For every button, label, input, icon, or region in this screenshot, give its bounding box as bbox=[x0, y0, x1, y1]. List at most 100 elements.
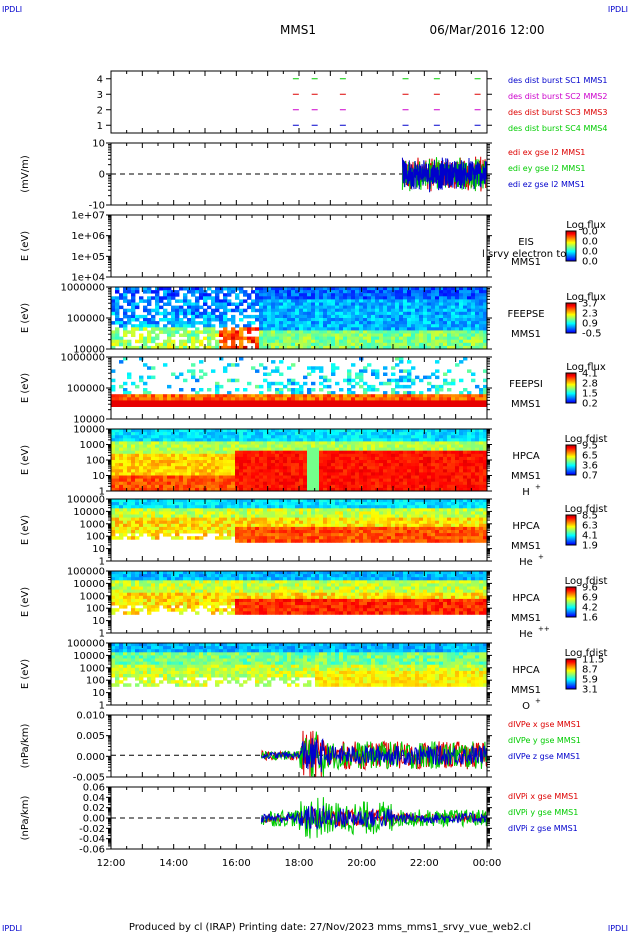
feepse-cell bbox=[243, 324, 248, 328]
feepse-cell bbox=[287, 305, 292, 310]
feepse-cell bbox=[303, 293, 308, 297]
feepse-cell bbox=[367, 314, 372, 319]
feepsi-cell bbox=[239, 394, 244, 398]
feepse-cell bbox=[447, 308, 452, 313]
hpca_h-cell bbox=[211, 475, 216, 479]
hpca_h-cell bbox=[275, 438, 280, 442]
hpca_h-cell bbox=[131, 466, 136, 470]
feepse-cell bbox=[263, 293, 268, 297]
hpca_h-cell bbox=[471, 466, 476, 470]
hpca_h-cell bbox=[323, 429, 328, 433]
hpca_h-cell bbox=[131, 487, 136, 492]
hpca_h-cell bbox=[435, 435, 440, 439]
feepse-cell bbox=[403, 339, 408, 344]
hpca_h-cell bbox=[115, 444, 120, 448]
feepse-cell bbox=[263, 287, 268, 291]
hpca_h-cell bbox=[427, 487, 432, 492]
hpca_h-cell bbox=[163, 453, 168, 458]
hpca_h-cell bbox=[311, 456, 316, 461]
hpca_h-colorbar-cell bbox=[566, 469, 576, 471]
feepse-cell bbox=[127, 314, 132, 319]
feepse-cell bbox=[471, 296, 476, 300]
feepse-cell bbox=[395, 333, 400, 337]
feepsi-cell bbox=[283, 397, 288, 401]
feepsi-cell bbox=[135, 384, 140, 389]
hpca_h-cell bbox=[255, 484, 260, 489]
hpca_h-cell bbox=[271, 472, 276, 476]
feepse-cell bbox=[203, 321, 208, 325]
hpca_h-cell bbox=[139, 478, 144, 483]
feepse-cell bbox=[339, 333, 344, 337]
feepse-cell bbox=[343, 299, 348, 303]
hpca_h-cell bbox=[207, 463, 212, 467]
feepse-cell bbox=[387, 299, 392, 303]
feepsi-cell bbox=[467, 400, 472, 404]
eis-colorbar-cell bbox=[566, 235, 576, 237]
feepsi-cell bbox=[471, 372, 476, 376]
feepse-cell bbox=[463, 339, 468, 344]
feepse-cell bbox=[227, 287, 232, 291]
feepsi-cell bbox=[379, 381, 384, 386]
feepsi-cell bbox=[475, 384, 480, 389]
feepse-cell bbox=[395, 318, 400, 322]
feepse-cell bbox=[279, 321, 284, 325]
feepsi-colorbar-cell bbox=[566, 385, 576, 387]
hpca_h-cell bbox=[323, 466, 328, 470]
feepse-cell bbox=[419, 327, 424, 331]
feepsi-cell bbox=[459, 394, 464, 398]
feepsi-cell bbox=[483, 403, 488, 407]
feepsi-cell bbox=[279, 397, 284, 401]
feepse-cell bbox=[483, 293, 488, 297]
feepse-cell bbox=[451, 305, 456, 310]
feepse-cell bbox=[407, 321, 412, 325]
feepsi-cell bbox=[263, 378, 268, 383]
hpca_h-cell bbox=[255, 469, 260, 473]
hpca_h-cell bbox=[267, 463, 272, 467]
feepsi-cell bbox=[211, 400, 216, 404]
feepsi-cell bbox=[339, 397, 344, 401]
hpca_h-cell bbox=[391, 460, 396, 464]
feepse-cell bbox=[443, 311, 448, 316]
feepse-cell bbox=[303, 339, 308, 344]
feepse-cell bbox=[371, 290, 376, 294]
feepse-cell bbox=[291, 311, 296, 316]
hpca_he1-cell bbox=[111, 499, 116, 503]
hpca_h-cell bbox=[215, 450, 220, 455]
feepse-cell bbox=[135, 339, 140, 344]
feepse-cell bbox=[279, 296, 284, 300]
hpca_h-cell bbox=[443, 456, 448, 461]
feepse-cell bbox=[215, 296, 220, 300]
feepse-cell bbox=[315, 342, 320, 347]
eis-colorbar-cell bbox=[566, 251, 576, 253]
hpca_h-cell bbox=[323, 444, 328, 448]
hpca_h-cell bbox=[131, 429, 136, 433]
hpca_h-cell bbox=[231, 478, 236, 483]
hpca_h-cell bbox=[371, 484, 376, 489]
hpca_h-cell bbox=[247, 432, 252, 436]
hpca_h-cell bbox=[267, 429, 272, 433]
feepsi-cell bbox=[331, 369, 336, 373]
hpca_h-cell bbox=[219, 469, 224, 473]
feepse-cell bbox=[363, 318, 368, 322]
feepse-cell bbox=[375, 336, 380, 341]
hpca_h-cell bbox=[339, 444, 344, 448]
hpca_h-cell bbox=[231, 469, 236, 473]
hpca_h-cell bbox=[259, 456, 264, 461]
hpca_h-cell bbox=[343, 487, 348, 492]
hpca_h-cell bbox=[271, 450, 276, 455]
hpca_h-cell bbox=[239, 478, 244, 483]
hpca_h-cell bbox=[367, 441, 372, 445]
hpca_h-cell bbox=[327, 466, 332, 470]
hpca_h-cell bbox=[251, 447, 256, 452]
hpca_he1-cell bbox=[111, 536, 116, 540]
feepsi-cell bbox=[459, 360, 464, 364]
hpca_h-cell bbox=[311, 478, 316, 483]
hpca_h-cell bbox=[443, 469, 448, 473]
hpca_h-cell bbox=[395, 460, 400, 464]
hpca_h-cell bbox=[459, 450, 464, 455]
feepsi-colorbar-tick: 0.2 bbox=[582, 399, 598, 410]
hpca_h-cell bbox=[207, 438, 212, 442]
feepse-cell bbox=[219, 330, 224, 334]
feepse-cell bbox=[131, 318, 136, 322]
feepse-cell bbox=[303, 318, 308, 322]
